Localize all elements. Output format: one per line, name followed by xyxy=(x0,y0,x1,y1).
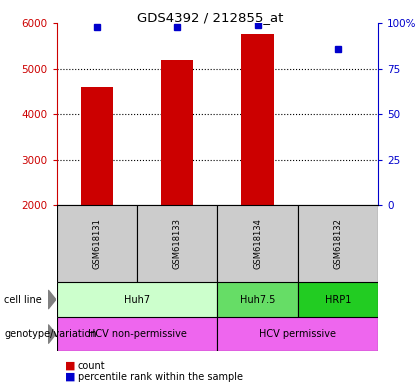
Text: HCV permissive: HCV permissive xyxy=(259,329,336,339)
Polygon shape xyxy=(48,290,56,309)
Bar xyxy=(298,205,378,282)
Bar xyxy=(57,282,218,317)
Text: genotype/variation: genotype/variation xyxy=(4,329,97,339)
Bar xyxy=(137,205,218,282)
Bar xyxy=(218,317,378,351)
Text: HCV non-permissive: HCV non-permissive xyxy=(88,329,186,339)
Text: GSM618132: GSM618132 xyxy=(333,218,342,269)
Text: cell line: cell line xyxy=(4,295,42,305)
Text: Huh7: Huh7 xyxy=(124,295,150,305)
Bar xyxy=(81,87,113,205)
Bar xyxy=(57,317,218,351)
Text: count: count xyxy=(78,361,105,371)
Text: GSM618133: GSM618133 xyxy=(173,218,182,269)
Text: HRP1: HRP1 xyxy=(325,295,351,305)
Text: GSM618134: GSM618134 xyxy=(253,218,262,269)
Text: ■: ■ xyxy=(65,361,76,371)
Bar xyxy=(298,282,378,317)
Bar xyxy=(218,205,298,282)
Text: GSM618131: GSM618131 xyxy=(92,218,101,269)
Bar xyxy=(322,205,354,208)
Text: ■: ■ xyxy=(65,372,76,382)
Text: percentile rank within the sample: percentile rank within the sample xyxy=(78,372,243,382)
Bar xyxy=(57,205,137,282)
Polygon shape xyxy=(48,325,56,343)
Text: Huh7.5: Huh7.5 xyxy=(240,295,275,305)
Bar xyxy=(218,282,298,317)
Bar xyxy=(161,60,193,205)
Text: GDS4392 / 212855_at: GDS4392 / 212855_at xyxy=(137,12,283,25)
Bar xyxy=(241,35,273,205)
